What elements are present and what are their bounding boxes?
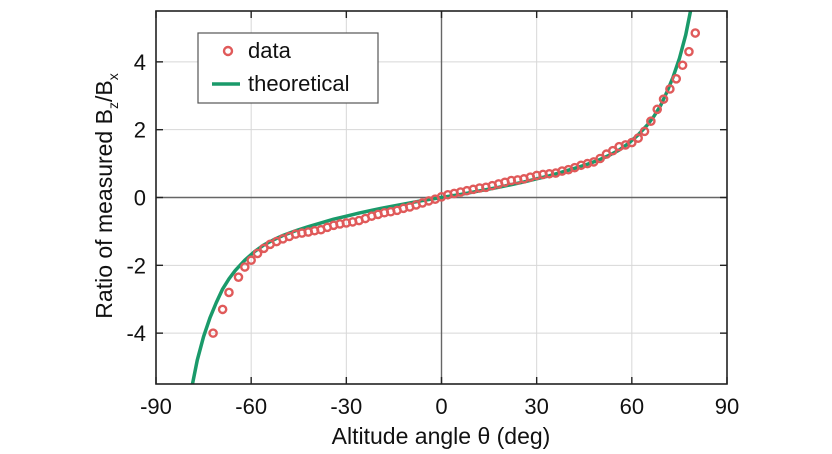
data-point: [639, 126, 650, 137]
data-point: [633, 133, 643, 143]
ticks: [155, 11, 728, 384]
data-point: [208, 328, 218, 338]
x-tick-label: 60: [620, 394, 644, 419]
x-tick-label: 90: [715, 394, 739, 419]
legend: data theoretical: [197, 32, 379, 104]
legend-marker-data: [222, 45, 234, 57]
x-tick-label: -60: [235, 394, 267, 419]
y-axis-label-sub-x: x: [105, 73, 121, 80]
x-tick-label: 0: [435, 394, 447, 419]
y-axis-label-sub-z: z: [105, 102, 121, 109]
data-point: [671, 74, 682, 84]
data-point: [240, 262, 250, 272]
data-point: [259, 243, 269, 254]
x-tick-label: -90: [140, 394, 172, 419]
x-tick-labels: -90 -60 -30 0 30 60 90: [140, 394, 739, 419]
y-tick-label: 2: [134, 118, 146, 143]
y-tick-label: -2: [126, 253, 146, 278]
legend-label-theoretical: theoretical: [248, 71, 350, 96]
data-point: [252, 248, 263, 259]
data-point: [665, 84, 675, 94]
x-tick-label: 30: [524, 394, 548, 419]
data-point: [658, 94, 669, 104]
x-tick-label: -30: [330, 394, 362, 419]
y-tick-label: 0: [134, 186, 146, 211]
data-point: [595, 153, 605, 164]
y-tick-labels: -4 -2 0 2 4: [126, 50, 146, 346]
data-point: [677, 60, 688, 71]
x-axis-label: Altitude angle θ (deg): [332, 423, 551, 449]
y-tick-label: 4: [134, 50, 146, 75]
data-point: [646, 116, 656, 127]
data-point: [233, 272, 244, 282]
data-point: [246, 255, 256, 266]
data-point: [652, 104, 663, 115]
data-series: [208, 28, 701, 338]
y-axis-label-mid: /B: [91, 80, 117, 102]
data-point: [690, 28, 701, 38]
data-point: [217, 304, 228, 315]
y-axis-label: Ratio of measured Bz/Bx: [91, 73, 121, 318]
data-point: [684, 46, 694, 57]
data-point: [224, 287, 234, 298]
y-tick-label: -4: [126, 321, 146, 346]
legend-box: [197, 32, 379, 104]
data-point: [627, 137, 637, 148]
legend-label-data: data: [248, 38, 292, 63]
y-axis-label-main: Ratio of measured B: [91, 109, 117, 319]
data-point: [608, 145, 618, 156]
